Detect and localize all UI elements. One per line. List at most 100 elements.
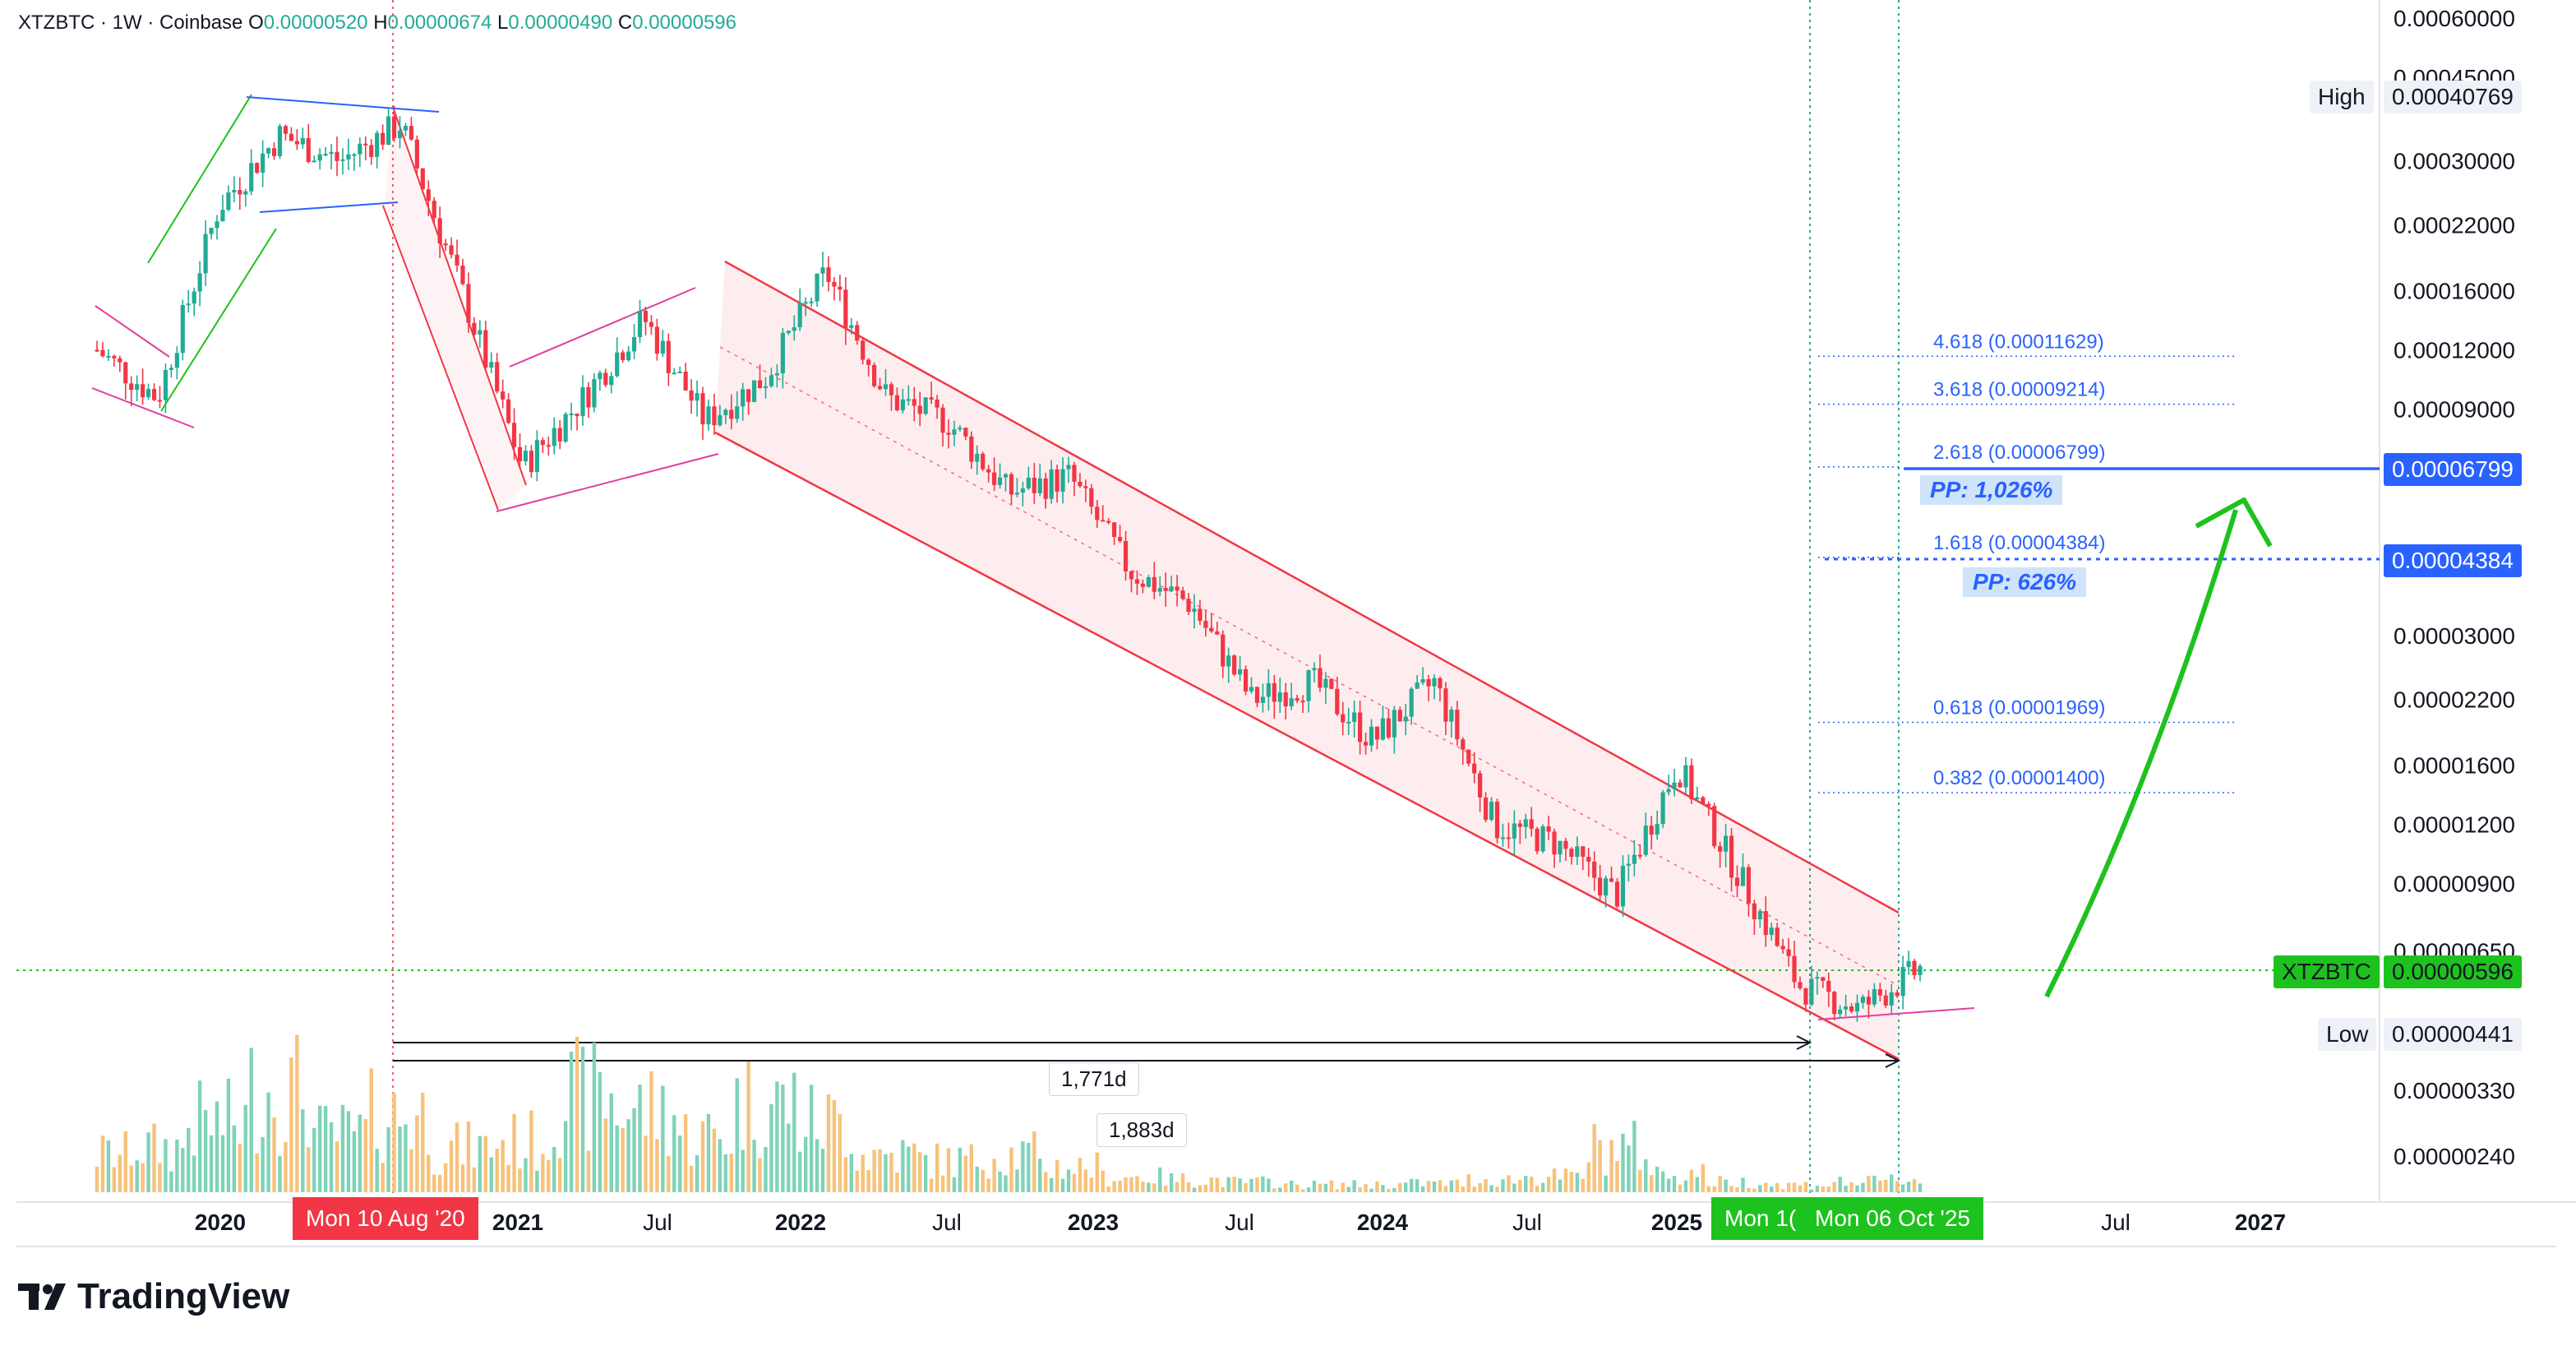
candle-body-257	[1563, 840, 1568, 849]
candle-body-33	[283, 126, 289, 134]
candle-body-42	[335, 151, 339, 161]
volume-bar-69	[489, 1157, 493, 1192]
volume-bar-231	[1415, 1179, 1420, 1192]
candle-body-1	[100, 349, 105, 357]
volume-bar-43	[340, 1104, 345, 1192]
candle-body-277	[1678, 782, 1683, 788]
volume-bar-299	[1803, 1182, 1808, 1192]
candle-body-215	[1323, 678, 1328, 688]
volume-bar-46	[358, 1114, 362, 1192]
candle-body-54	[403, 126, 409, 131]
volume-bar-104	[689, 1165, 694, 1192]
candle-body-241	[1472, 763, 1477, 774]
volume-bar-40	[323, 1106, 328, 1192]
cursor-date-right: Mon 06 Oct '25	[1802, 1197, 1983, 1240]
volume-bar-39	[317, 1105, 322, 1192]
fib-label-1: 3.618 (0.00009214)	[1933, 379, 2106, 401]
candle-body-207	[1277, 692, 1282, 702]
candle-body-281	[1701, 797, 1706, 804]
volume-bar-242	[1478, 1182, 1482, 1192]
volume-bar-248	[1512, 1183, 1517, 1192]
flag-lower	[259, 201, 399, 213]
volume-bar-148	[940, 1175, 945, 1192]
volume-bar-266	[1615, 1161, 1619, 1192]
volume-bar-173	[1083, 1169, 1088, 1192]
volume-bar-85	[580, 1047, 585, 1192]
candle-body-123	[797, 303, 802, 328]
volume-bar-288	[1741, 1177, 1745, 1192]
candle-body-95	[637, 310, 643, 337]
candle-body-208	[1283, 692, 1288, 707]
candle-body-23	[226, 192, 231, 210]
volume-bar-205	[1267, 1178, 1271, 1192]
price-tick-10: 0.00002200	[2394, 687, 2515, 713]
volume-bar-238	[1455, 1179, 1460, 1192]
candle-body-312	[1877, 988, 1882, 996]
measure-label-1[interactable]: 1,771d	[1049, 1062, 1139, 1096]
candle-body-293	[1769, 927, 1774, 936]
volume-bar-262	[1592, 1124, 1596, 1192]
volume-bar-294	[1775, 1182, 1780, 1192]
candle-body-291	[1757, 911, 1762, 920]
volume-bar-293	[1770, 1186, 1774, 1192]
volume-bar-174	[1089, 1177, 1094, 1192]
candle-body-140	[894, 395, 900, 410]
candle-body-136	[872, 364, 877, 386]
volume-bar-16	[187, 1127, 191, 1192]
candle-body-315	[1895, 992, 1900, 997]
candle-body-102	[677, 372, 682, 374]
candle-body-230	[1409, 688, 1414, 717]
candle-body-191	[1186, 599, 1191, 613]
candle-body-159	[1003, 474, 1009, 478]
open-value: 0.00000520	[263, 12, 368, 34]
volume-bar-289	[1747, 1187, 1751, 1192]
volume-bar-276	[1672, 1176, 1677, 1192]
volume-bar-66	[472, 1167, 477, 1192]
candle-body-267	[1620, 865, 1626, 907]
volume-bar-133	[855, 1170, 859, 1192]
volume-bar-219	[1346, 1186, 1350, 1192]
cursor-date-left: Mon 10 Aug '20	[293, 1197, 478, 1240]
volume-bar-67	[478, 1136, 482, 1192]
volume-bar-317	[1906, 1182, 1911, 1192]
projection-arrow-head	[2195, 497, 2273, 548]
candle-body-30	[265, 148, 271, 154]
volume-bar-106	[700, 1121, 705, 1192]
candle-body-135	[866, 359, 871, 365]
candle-body-64	[460, 265, 465, 284]
volume-bar-198	[1226, 1177, 1230, 1192]
candle-body-219	[1346, 721, 1351, 724]
candle-body-193	[1198, 608, 1203, 622]
candle-body-300	[1809, 978, 1814, 1005]
candle-body-302	[1821, 977, 1826, 981]
pp-annotation-2[interactable]: PP: 626%	[1963, 567, 2087, 597]
candle-body-46	[358, 143, 362, 155]
drop-channel-upper	[392, 106, 527, 486]
candle-body-9	[145, 389, 151, 398]
candle-body-216	[1329, 678, 1334, 689]
fib-levels: 4.618 (0.00011629) 3.618 (0.00009214) 2.61…	[1818, 331, 2236, 793]
volume-bar-282	[1706, 1186, 1710, 1192]
volume-bar-53	[398, 1126, 402, 1192]
close-value: 0.00000596	[632, 12, 736, 34]
volume-bar-318	[1912, 1179, 1917, 1192]
candle-body-105	[695, 393, 699, 401]
candle-body-187	[1163, 588, 1168, 591]
volume-bar-59	[432, 1174, 436, 1192]
measure-label-2[interactable]: 1,883d	[1096, 1113, 1187, 1147]
volume-bar-165	[1038, 1159, 1042, 1192]
volume-bar-26	[243, 1104, 247, 1192]
symbol-label[interactable]: XTZBTC · 1W · Coinbase	[18, 12, 243, 34]
tradingview-logo[interactable]: TradingView	[18, 1276, 289, 1317]
candle-body-103	[683, 372, 688, 391]
candle-body-235	[1438, 678, 1443, 689]
candle-body-146	[929, 397, 934, 400]
volume-bar-35	[295, 1034, 299, 1192]
volume-bar-199	[1232, 1177, 1236, 1192]
candle-body-35	[294, 141, 299, 145]
pp-annotation-1[interactable]: PP: 1,026%	[1920, 475, 2063, 505]
price-tick-12: 0.00001200	[2394, 812, 2515, 838]
candle-body-133	[855, 325, 860, 341]
volume-bar-176	[1101, 1170, 1105, 1192]
